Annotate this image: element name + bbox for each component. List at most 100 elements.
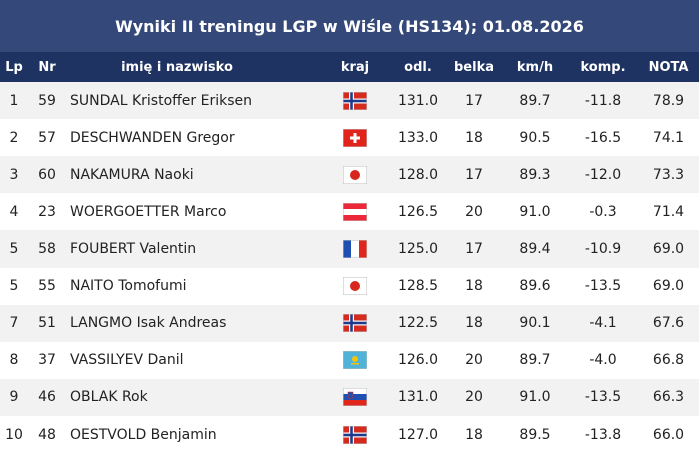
- table-cell: 17: [465, 241, 483, 258]
- country-flag: [343, 128, 367, 147]
- country-flag: [343, 202, 367, 221]
- table-cell: 78.9: [652, 92, 685, 109]
- table-cell: 128.5: [397, 278, 439, 295]
- table-row: 3 60 NAKAMURA Naoki 128.0 17 89.3 -12.0 73.3: [0, 156, 699, 194]
- table-cell: OBLAK Rok: [70, 389, 148, 406]
- table-cell: 23: [38, 203, 56, 220]
- table-cell: VASSILYEV Danil: [70, 352, 184, 369]
- table-cell: 90.1: [519, 315, 551, 332]
- table-cell: 89.5: [519, 426, 551, 443]
- table-cell: WOERGOETTER Marco: [70, 203, 227, 220]
- table-cell: 18: [465, 129, 483, 146]
- column-header: belka: [454, 59, 494, 75]
- table-cell: 126.0: [397, 352, 439, 369]
- table-row: 10 48 OESTVOLD Benjamin 127.0 18 89.5 -13.8 66.…: [0, 415, 699, 453]
- table-cell: 74.1: [652, 129, 685, 146]
- table-cell: 89.3: [519, 166, 551, 183]
- table-cell: 20: [465, 389, 483, 406]
- table-cell: 131.0: [397, 92, 439, 109]
- table-cell: -16.5: [584, 129, 622, 146]
- column-header: odl.: [404, 59, 432, 75]
- table-row: 8 37 VASSILYEV Danil 126.0 20 89.7 -4.0 66.8: [0, 341, 699, 380]
- table-cell: -10.9: [584, 241, 622, 258]
- table-cell: -13.5: [584, 389, 622, 406]
- table-cell: 37: [38, 352, 56, 369]
- table-cell: 89.6: [519, 278, 551, 295]
- table-row: 7 51 LANGMO Isak Andreas 122.5 18 90.1 -4.1 67.…: [0, 304, 699, 342]
- country-flag: [343, 314, 367, 333]
- table-cell: 4: [9, 203, 19, 220]
- table-cell: 90.5: [519, 129, 551, 146]
- table-cell: 91.0: [519, 389, 551, 406]
- table-row: 2 57 DESCHWANDEN Gregor 133.0 18 90.5 -16.5 74.…: [0, 119, 699, 157]
- table-cell: NAITO Tomofumi: [70, 278, 187, 295]
- column-header: kraj: [340, 59, 370, 75]
- column-header: NOTA: [648, 59, 689, 75]
- table-cell: 66.8: [652, 352, 685, 369]
- column-header: komp.: [580, 59, 626, 75]
- country-flag: [343, 388, 367, 407]
- column-header: km/h: [516, 59, 554, 75]
- table-cell: LANGMO Isak Andreas: [70, 315, 227, 332]
- table-cell: 60: [38, 166, 56, 183]
- table-cell: 5: [9, 278, 19, 295]
- table-cell: 125.0: [397, 241, 439, 258]
- table-cell: 128.0: [397, 166, 439, 183]
- table-cell: 1: [9, 92, 19, 109]
- column-header: imię i nazwisko: [121, 59, 233, 75]
- table-cell: 8: [9, 352, 19, 369]
- table-cell: OESTVOLD Benjamin: [70, 426, 217, 443]
- table-cell: 73.3: [652, 166, 685, 183]
- country-flag: [343, 351, 367, 370]
- table-cell: -12.0: [584, 166, 622, 183]
- table-cell: 18: [465, 426, 483, 443]
- table-cell: DESCHWANDEN Gregor: [70, 129, 235, 146]
- table-row: 9 46 OBLAK Rok 131.0 20 91.0 -13.5 66.3: [0, 378, 699, 417]
- table-cell: 131.0: [397, 389, 439, 406]
- table-row: 1 59 SUNDAL Kristoffer Eriksen 131.0 17 89.7 -…: [0, 82, 699, 120]
- table-cell: 9: [9, 389, 19, 406]
- table-cell: 89.4: [519, 241, 551, 258]
- table-cell: 18: [465, 315, 483, 332]
- table-cell: NAKAMURA Naoki: [70, 166, 194, 183]
- table-cell: -4.0: [589, 352, 617, 369]
- table-cell: 18: [465, 278, 483, 295]
- table-cell: 91.0: [519, 203, 551, 220]
- table-cell: SUNDAL Kristoffer Eriksen: [70, 92, 252, 109]
- table-cell: 5: [9, 241, 19, 258]
- country-flag: [343, 91, 367, 110]
- table-cell: 20: [465, 352, 483, 369]
- table-cell: 7: [9, 315, 19, 332]
- table-cell: 133.0: [397, 129, 439, 146]
- title: Wyniki II treningu LGP w Wiśle (HS134); …: [0, 0, 699, 52]
- table-cell: 55: [38, 278, 56, 295]
- country-flag: [343, 277, 367, 296]
- country-flag: [343, 165, 367, 184]
- table-cell: 51: [38, 315, 56, 332]
- table-cell: -11.8: [584, 92, 622, 109]
- table-cell: -0.3: [589, 203, 617, 220]
- table-cell: 2: [9, 129, 19, 146]
- table-cell: 48: [38, 426, 56, 443]
- table-cell: 66.0: [652, 426, 685, 443]
- table-cell: 17: [465, 166, 483, 183]
- table-cell: 126.5: [397, 203, 439, 220]
- table-cell: 89.7: [519, 352, 551, 369]
- column-header: Lp: [5, 59, 23, 75]
- table-cell: 10: [5, 426, 23, 443]
- country-flag: [343, 425, 367, 444]
- table-row: 5 58 FOUBERT Valentin 125.0 17 89.4 -10.9 69.0: [0, 230, 699, 268]
- table-cell: 69.0: [652, 241, 685, 258]
- table-cell: -13.5: [584, 278, 622, 295]
- table-cell: 89.7: [519, 92, 551, 109]
- table-cell: -13.8: [584, 426, 622, 443]
- column-header: Nr: [38, 59, 56, 75]
- table-cell: 57: [38, 129, 56, 146]
- table-cell: 71.4: [652, 203, 685, 220]
- table-cell: 59: [38, 92, 56, 109]
- table-cell: FOUBERT Valentin: [70, 241, 197, 258]
- table-cell: 17: [465, 92, 483, 109]
- table-cell: 69.0: [652, 278, 685, 295]
- country-flag: [343, 240, 367, 259]
